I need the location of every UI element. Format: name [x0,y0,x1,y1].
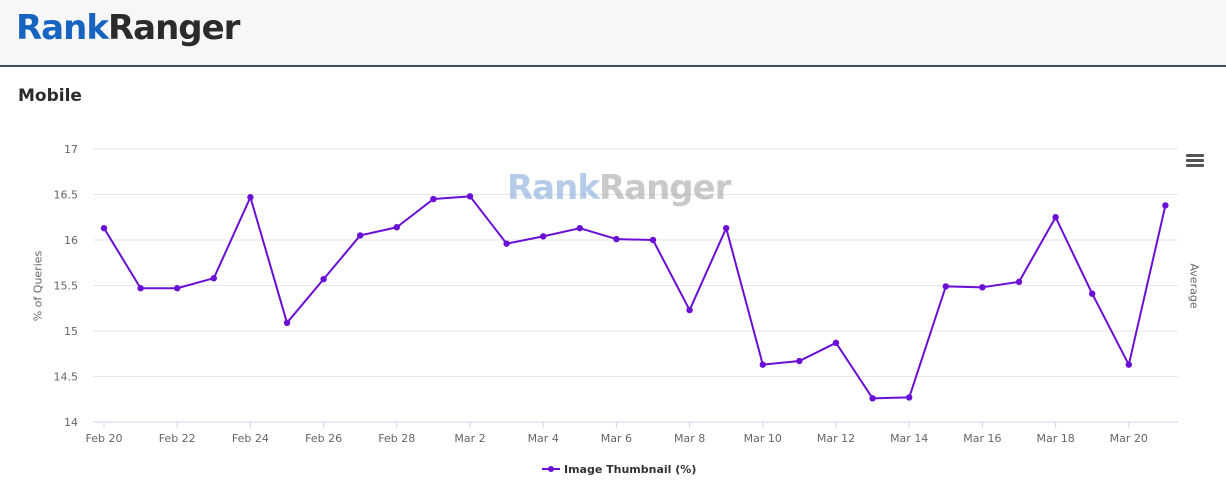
y-axis-title: % of Queries [31,250,45,322]
legend-item-image-thumbnail[interactable]: Image Thumbnail (%) [542,461,696,477]
data-point [649,236,657,244]
data-point [210,275,217,282]
x-tick-label: Mar 6 [601,432,632,445]
logo-rank-text: Rank [16,8,109,48]
watermark-rank-text: Rank [507,168,600,208]
x-tick-label: Mar 18 [1036,432,1074,445]
header-bar: RankRanger [0,0,1226,67]
x-tick-label: Mar 16 [963,432,1001,445]
data-point [906,394,913,401]
data-point [1015,278,1023,286]
rankranger-watermark: RankRanger [507,168,731,208]
x-tick-label: Feb 24 [232,432,269,445]
logo-ranger-text: Ranger [107,8,240,48]
data-point [137,285,144,292]
rankranger-logo[interactable]: RankRanger [16,6,240,50]
data-point [1089,290,1096,297]
data-point [430,195,437,203]
y-tick-label: 16.5 [54,189,79,202]
data-point [247,194,254,201]
x-tick-label: Mar 4 [528,432,559,445]
y-tick-label: 15.5 [54,280,79,293]
series-line-image-thumbnail [103,195,1167,400]
x-tick-label: Mar 8 [674,432,705,445]
data-point [320,275,327,283]
data-point [942,283,949,290]
page-title: Mobile [18,86,82,106]
x-tick-label: Mar 10 [744,432,782,445]
x-tick-label: Mar 20 [1110,432,1148,445]
y-tick-label: 14.5 [54,371,79,384]
x-tick-label: Feb 22 [159,432,196,445]
y-tick-label: 15 [64,325,78,338]
data-point [540,233,547,240]
data-point [357,232,364,239]
data-point [796,357,803,365]
x-tick-label: Mar 2 [454,432,485,445]
y-tick-label: 16 [64,234,78,247]
data-point [1162,202,1169,209]
legend-swatch [542,461,560,477]
watermark-ranger-text: Ranger [598,168,731,208]
data-point [613,235,620,243]
hamburger-menu-icon[interactable] [1186,154,1204,168]
data-point [1125,361,1133,368]
data-point [759,361,766,368]
data-point [576,224,583,232]
data-point [174,285,181,292]
data-point [832,339,840,347]
legend-label: Image Thumbnail (%) [564,462,697,476]
x-tick-label: Feb 28 [378,432,415,445]
data-point [1052,214,1059,221]
data-point [466,193,474,200]
data-point [686,306,693,314]
data-point [723,224,730,232]
data-point [503,240,510,247]
data-point [100,224,108,232]
y-tick-label: 14 [64,416,78,429]
data-point [869,395,876,402]
x-tick-label: Feb 20 [86,432,123,445]
secondary-y-axis-title: Average [1187,263,1201,309]
x-tick-label: Mar 14 [890,432,928,445]
data-point [979,284,986,291]
data-point [393,224,400,231]
x-tick-label: Feb 26 [305,432,342,445]
data-point [283,319,291,327]
y-tick-label: 17 [64,143,78,156]
x-tick-label: Mar 12 [817,432,855,445]
